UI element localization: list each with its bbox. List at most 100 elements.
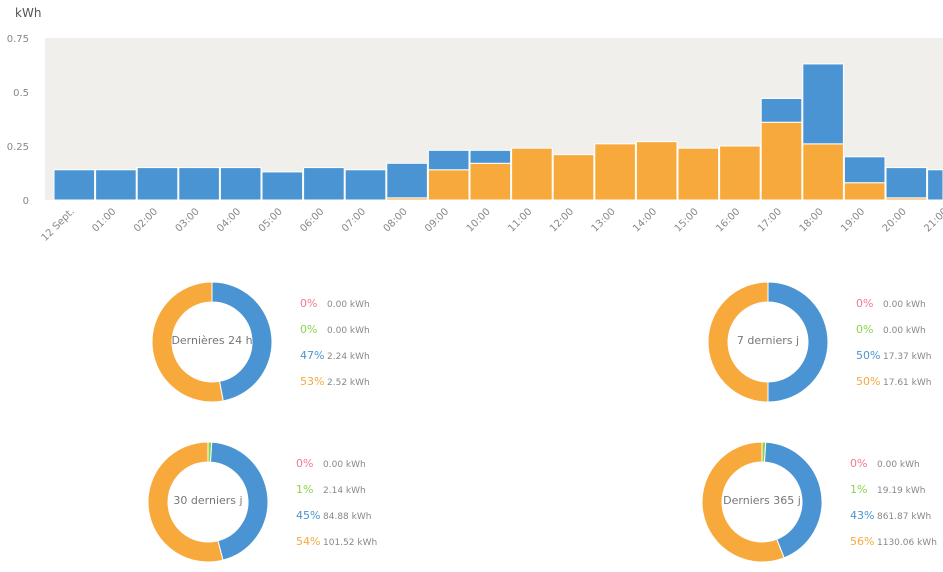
donut-center-label: 30 derniers j [173, 494, 243, 507]
legend-value: 17.61 kWh [883, 378, 932, 388]
y-tick-label: 0.75 [7, 34, 29, 45]
donut-ring [701, 441, 823, 563]
legend-row: 0% 0.00 kWh [856, 323, 926, 337]
legend-percent: 0% [300, 323, 318, 336]
bar-orange-19 [843, 182, 886, 201]
legend-percent: 0% [856, 297, 874, 310]
x-tick-label: 09:00 [423, 206, 451, 234]
y-tick-label: 0.25 [7, 142, 29, 153]
donut-slice-orange [147, 441, 224, 563]
donut-center-label: Derniers 365 j [723, 494, 801, 507]
donut-slice-orange [151, 281, 224, 403]
donut-ring [147, 441, 269, 563]
legend-row: 0% 0.00 kWh [856, 297, 926, 311]
legend-row: 45% 84.88 kWh [296, 509, 371, 523]
x-tick-label: 03:00 [174, 206, 202, 234]
x-tick-label: 17:00 [756, 206, 784, 234]
donut-slice-blue [763, 441, 823, 559]
donut-last-365-days: Derniers 365 j 0% 0.00 kWh 1% 19.19 kWh 43% 86… [700, 440, 943, 570]
bar-orange-16 [719, 145, 761, 201]
legend-row: 0% 0.00 kWh [296, 457, 366, 471]
legend-percent: 53% [300, 375, 325, 388]
bar-blue-18 [802, 63, 844, 145]
legend-percent: 45% [296, 509, 321, 522]
legend-value: 0.00 kWh [877, 460, 920, 470]
bar-blue-5 [261, 171, 304, 201]
legend-row: 47% 2.24 kWh [300, 349, 370, 363]
x-tick-label: 10:00 [465, 206, 493, 234]
donut-last-7-days: 7 derniers j 0% 0.00 kWh 0% 0.00 kWh 50% 17.37… [706, 280, 943, 410]
bar-orange-17 [760, 121, 803, 201]
x-tick-label: 11:00 [506, 206, 534, 234]
bar-blue-17 [760, 97, 803, 123]
legend-row: 43% 861.87 kWh [850, 509, 931, 523]
legend-row: 50% 17.61 kWh [856, 375, 931, 389]
legend-row: 0% 0.00 kWh [850, 457, 920, 471]
donut-center-label: 7 derniers j [736, 334, 800, 347]
bar-blue-3 [178, 167, 220, 201]
x-tick-label: 07:00 [340, 206, 368, 234]
x-tick-label: 02:00 [132, 206, 160, 234]
legend-percent: 0% [856, 323, 874, 336]
donut-slice-orange [701, 441, 785, 563]
legend-percent: 54% [296, 535, 321, 548]
legend-percent: 1% [850, 483, 868, 496]
x-tick-label: 01:00 [90, 206, 118, 234]
legend-row: 56% 1130.06 kWh [850, 535, 937, 549]
legend-value: 861.87 kWh [877, 512, 932, 522]
donut-slice-blue [211, 281, 273, 402]
bar-orange-9 [427, 169, 470, 201]
legend-percent: 1% [296, 483, 314, 496]
bar-blue-4 [219, 167, 262, 201]
y-tick-label: 0 [23, 196, 29, 207]
x-tick-label: 20:00 [881, 206, 909, 234]
bar-blue-0 [53, 169, 96, 201]
x-tick-label: 12:00 [548, 206, 576, 234]
donut-slice-blue [209, 441, 269, 561]
legend-percent: 0% [300, 297, 318, 310]
x-tick-label: 19:00 [839, 206, 867, 234]
legend-value: 2.24 kWh [327, 352, 370, 362]
x-tick-label: 12 Sept. [40, 206, 77, 243]
legend-percent: 50% [856, 375, 881, 388]
donut-slice-orange [707, 281, 769, 403]
legend-percent: 0% [850, 457, 868, 470]
x-tick-label: 18:00 [798, 206, 826, 234]
legend-row: 50% 17.37 kWh [856, 349, 931, 363]
legend-value: 2.52 kWh [327, 378, 370, 388]
x-tick-label: 08:00 [382, 206, 410, 234]
legend-row: 1% 2.14 kWh [296, 483, 366, 497]
hourly-energy-bar-chart: kWh 0 0.25 0.5 0.75 12 Sept. 01:00 02:00 03:00… [7, 6, 943, 244]
bar-blue-10 [469, 149, 512, 164]
bar-blue-6 [303, 167, 345, 201]
bar-orange-10 [469, 162, 512, 201]
bar-blue-9 [427, 149, 470, 171]
legend-row: 54% 101.52 kWh [296, 535, 377, 549]
legend-value: 2.14 kWh [323, 486, 366, 496]
legend-value: 0.00 kWh [327, 326, 370, 336]
x-tick-label: 06:00 [298, 206, 326, 234]
legend-value: 84.88 kWh [323, 512, 372, 522]
legend-value: 19.19 kWh [877, 486, 926, 496]
legend-value: 17.37 kWh [883, 352, 932, 362]
bar-blue-20 [885, 167, 928, 199]
x-tick-label: 05:00 [257, 206, 285, 234]
legend-percent: 0% [296, 457, 314, 470]
legend-percent: 50% [856, 349, 881, 362]
y-axis-label: kWh [15, 6, 41, 20]
donut-last-30-days: 30 derniers j 0% 0.00 kWh 1% 2.14 kWh 45% 84.8… [146, 440, 406, 570]
y-tick-label: 0.5 [13, 88, 29, 99]
legend-percent: 43% [850, 509, 875, 522]
legend-value: 1130.06 kWh [877, 538, 937, 548]
x-tick-label: 13:00 [590, 206, 618, 234]
x-tick-label: 21:00 [922, 206, 943, 234]
x-tick-label: 14:00 [631, 206, 659, 234]
donut-slice-blue [767, 281, 829, 403]
donut-center-label: Dernières 24 h [171, 334, 253, 347]
donut-ring [151, 281, 273, 403]
bar-orange-13 [594, 143, 636, 201]
donut-ring [707, 281, 829, 403]
legend-row: 0% 0.00 kWh [300, 297, 370, 311]
bar-blue-8 [386, 162, 428, 199]
donut-last-24h: Dernières 24 h 0% 0.00 kWh 0% 0.00 kWh 47% 2.2… [150, 280, 410, 410]
